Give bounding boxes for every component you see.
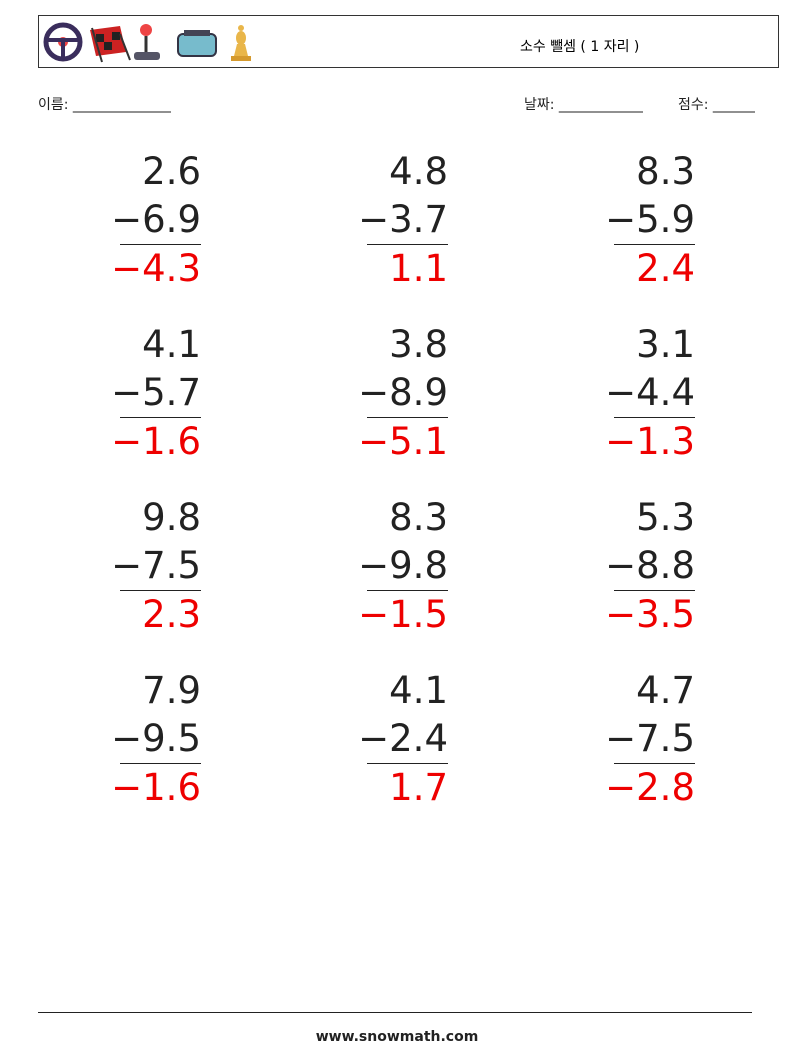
footer-rule [38,1012,752,1013]
bottom-number: −7.5 [605,717,695,760]
bottom-number: −7.5 [111,544,201,587]
answer: −1.6 [111,766,201,809]
answer: −1.3 [605,420,695,463]
bottom-number: −5.9 [605,198,695,241]
answer: 2.4 [636,247,695,290]
name-field: 이름: ______________ [38,97,171,113]
answer: −1.5 [358,593,448,636]
answer: 1.1 [389,247,448,290]
bottom-number: −2.4 [358,717,448,760]
answer: −1.6 [111,420,201,463]
date-field: 날짜: ____________ [524,97,643,113]
answer-rule [614,590,695,591]
top-number: 4.1 [142,323,201,366]
top-number: 4.1 [389,669,448,712]
answer-rule [367,244,448,245]
answer: 2.3 [142,593,201,636]
top-number: 8.3 [389,496,448,539]
top-number: 3.8 [389,323,448,366]
header-icons [43,22,251,63]
joystick-icon [134,24,160,60]
answer-rule [367,763,448,764]
score-field: 점수: ______ [678,97,755,113]
vr-headset-icon [177,30,217,57]
bottom-number: −8.9 [358,371,448,414]
chess-bishop-icon [231,25,251,61]
bottom-number: −4.4 [605,371,695,414]
answer-rule [120,417,201,418]
top-number: 4.7 [636,669,695,712]
steering-wheel-icon [43,22,83,62]
answer-rule [614,763,695,764]
bottom-number: −3.7 [358,198,448,241]
bottom-number: −9.8 [358,544,448,587]
answer: −5.1 [358,420,448,463]
answer-rule [614,244,695,245]
answer-rule [120,590,201,591]
answer-rule [367,417,448,418]
answer: −3.5 [605,593,695,636]
answer: −4.3 [111,247,201,290]
answer-rule [367,590,448,591]
answer: 1.7 [389,766,448,809]
bottom-number: −6.9 [111,198,201,241]
top-number: 7.9 [142,669,201,712]
answer-rule [120,244,201,245]
top-number: 3.1 [636,323,695,366]
top-number: 2.6 [142,150,201,193]
top-number: 4.8 [389,150,448,193]
answer-rule [120,763,201,764]
top-number: 8.3 [636,150,695,193]
bottom-number: −8.8 [605,544,695,587]
header-title: 소수 뺄셈 ( 1 자리 ) [520,39,640,55]
footer-site: www.snowmath.com [315,1029,479,1045]
bottom-number: −9.5 [111,717,201,760]
top-number: 9.8 [142,496,201,539]
header-box [38,15,779,68]
bottom-number: −5.7 [111,371,201,414]
answer: −2.8 [605,766,695,809]
flag-icon [90,26,131,63]
top-number: 5.3 [636,496,695,539]
answer-rule [614,417,695,418]
